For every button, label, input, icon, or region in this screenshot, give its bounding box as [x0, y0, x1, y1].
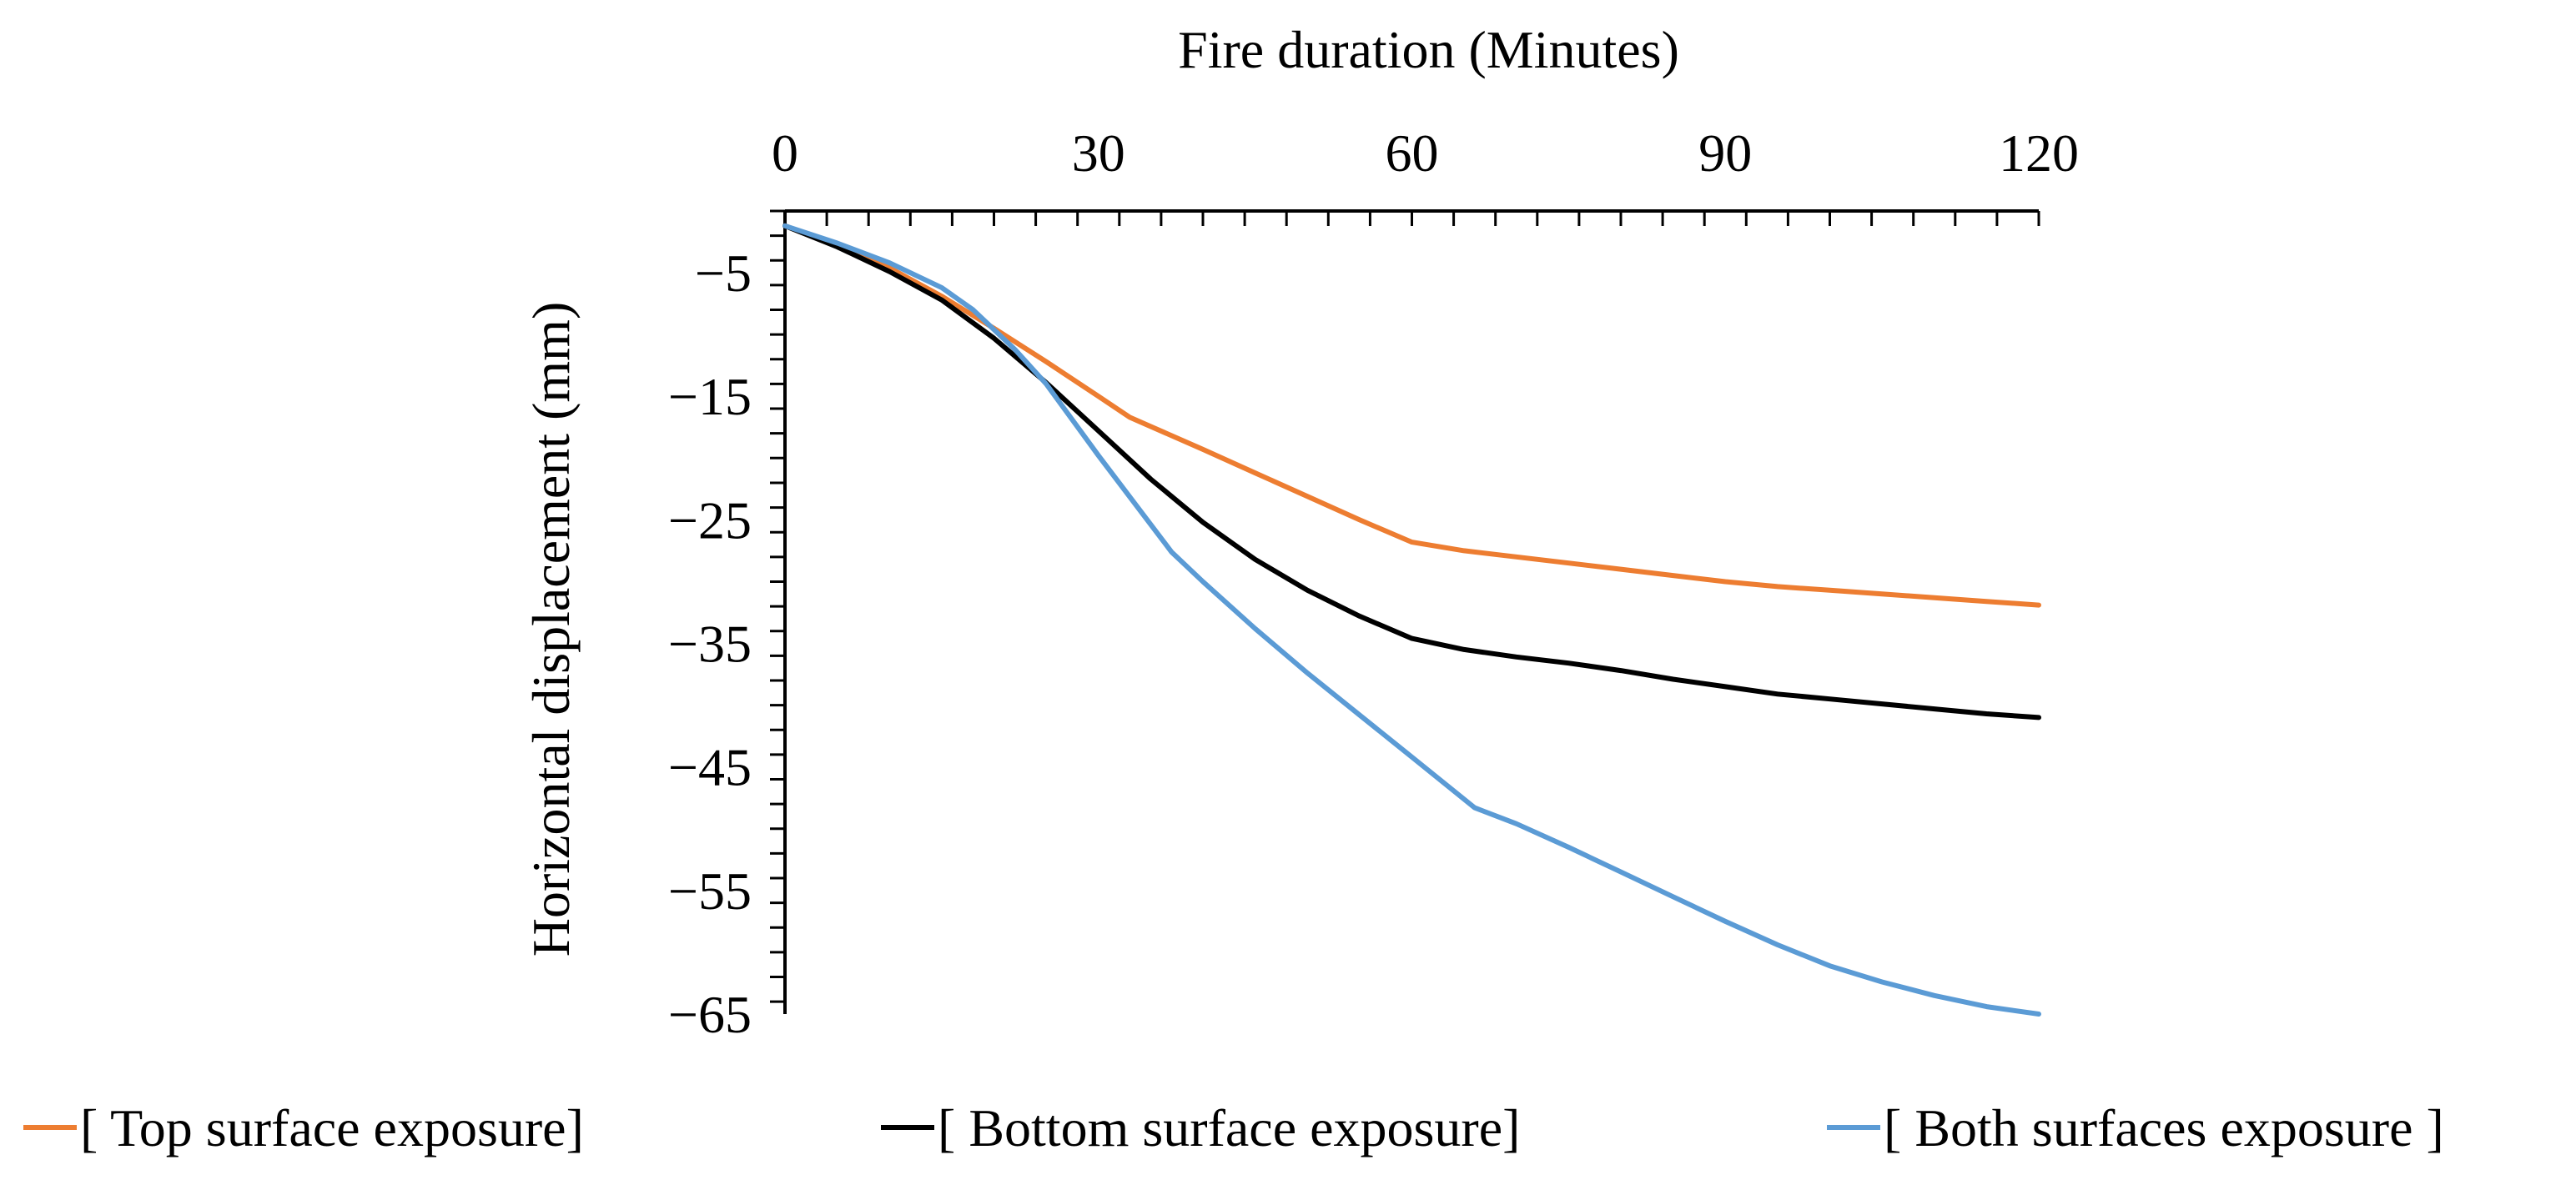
series-line [782, 223, 2041, 1017]
y-tick-label: −25 [668, 490, 752, 550]
y-tick-label: −35 [668, 615, 752, 674]
y-tick-label: −55 [668, 861, 752, 921]
x-tick-label: 90 [1698, 123, 1752, 183]
legend: [ Top surface exposure] [ Bottom surface … [23, 1098, 2444, 1157]
y-axis-title: Horizontal displacement (mm) [521, 302, 581, 957]
legend-label: [ Top surface exposure] [80, 1098, 584, 1157]
axes: 0 30 60 90 120 −5 −15 −25 −35 −45 −55 −65 [668, 123, 2079, 1044]
x-tick-label: 120 [1999, 123, 2079, 183]
x-tick-label: 0 [772, 123, 798, 183]
y-tick-label: −65 [668, 985, 752, 1044]
y-tick-label: −45 [668, 738, 752, 797]
y-tick-label: −15 [668, 367, 752, 426]
series-line [782, 223, 2041, 608]
x-tick-label: 30 [1072, 123, 1125, 183]
legend-label: [ Bottom surface exposure] [938, 1098, 1520, 1157]
x-axis-title: Fire duration (Minutes) [1178, 20, 1679, 79]
legend-label: [ Both surfaces exposure ] [1884, 1098, 2444, 1157]
x-tick-label: 60 [1386, 123, 1439, 183]
plot-area [782, 223, 2041, 1017]
y-tick-label: −5 [695, 244, 752, 303]
series-line [782, 223, 2041, 721]
